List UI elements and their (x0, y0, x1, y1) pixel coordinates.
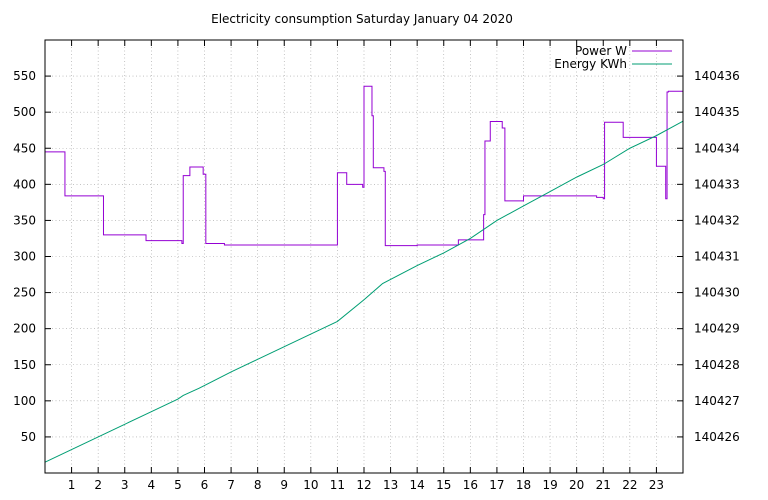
legend-label-energy: Energy KWh (554, 57, 627, 71)
x-tick-label: 10 (303, 478, 318, 492)
y2-tick-label: 140431 (694, 250, 740, 264)
x-tick-label: 11 (330, 478, 345, 492)
x-tick-label: 5 (174, 478, 182, 492)
y-tick-label: 150 (13, 358, 36, 372)
y-axis-ticks: 50 100 150 200 250 300 350 400 450 500 550 (13, 69, 51, 444)
y-tick-label: 400 (13, 177, 36, 191)
y-tick-label: 100 (13, 394, 36, 408)
x-tick-label: 16 (463, 478, 478, 492)
y-tick-label: 200 (13, 322, 36, 336)
x-tick-label: 14 (410, 478, 425, 492)
y-tick-label: 350 (13, 213, 36, 227)
x-tick-label: 7 (227, 478, 235, 492)
y2-tick-label: 140432 (694, 213, 740, 227)
x-tick-label: 23 (649, 478, 664, 492)
series-line-energy (44, 120, 684, 463)
y-tick-label: 50 (21, 430, 36, 444)
x-tick-label: 21 (596, 478, 611, 492)
x-tick-label: 3 (121, 478, 129, 492)
x-tick-label: 8 (254, 478, 262, 492)
y2-tick-label: 140426 (694, 430, 740, 444)
y-tick-label: 550 (13, 69, 36, 83)
x-tick-label: 17 (489, 478, 504, 492)
x-tick-label: 9 (280, 478, 288, 492)
x-tick-label: 22 (622, 478, 637, 492)
x-tick-label: 6 (201, 478, 209, 492)
x-tick-label: 13 (383, 478, 398, 492)
plot-border (44, 39, 684, 474)
chart-title: Electricity consumption Saturday January… (211, 12, 513, 26)
y2-tick-label: 140429 (694, 322, 740, 336)
y2-tick-label: 140428 (694, 358, 740, 372)
x-tick-label: 4 (148, 478, 156, 492)
y2-axis-ticks: 140426 140427 140428 140429 140430 140431 1404… (677, 69, 740, 444)
x-tick-label: 15 (436, 478, 451, 492)
series-lines (44, 85, 684, 463)
y2-tick-label: 140433 (694, 177, 740, 191)
y2-tick-label: 140436 (694, 69, 740, 83)
y-tick-label: 300 (13, 250, 36, 264)
y-tick-label: 500 (13, 105, 36, 119)
x-tick-label: 2 (94, 478, 102, 492)
x-tick-label: 20 (569, 478, 584, 492)
x-tick-label: 19 (542, 478, 557, 492)
series-line-power (45, 85, 683, 247)
legend-label-power: Power W (575, 44, 627, 58)
legend: Power W Energy KWh (554, 44, 672, 71)
y2-tick-label: 140427 (694, 394, 740, 408)
y2-tick-label: 140434 (694, 141, 740, 155)
x-tick-label: 18 (516, 478, 531, 492)
x-axis-ticks: 1 2 3 4 5 6 7 8 9 10 11 12 13 14 15 16 17 18 19 20 21 22 23 (68, 40, 664, 492)
y2-tick-label: 140435 (694, 105, 740, 119)
y2-tick-label: 140430 (694, 286, 740, 300)
y-tick-label: 250 (13, 286, 36, 300)
y-tick-label: 450 (13, 141, 36, 155)
x-tick-label: 1 (68, 478, 76, 492)
x-tick-label: 12 (356, 478, 371, 492)
